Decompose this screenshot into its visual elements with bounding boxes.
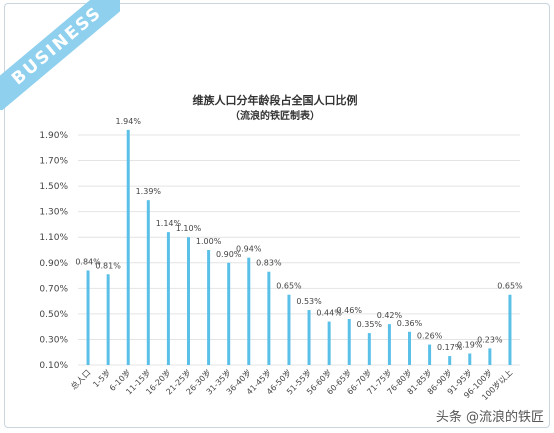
- bar: [508, 294, 512, 365]
- bars: [86, 129, 512, 365]
- data-label: 0.53%: [296, 297, 322, 306]
- bar: [187, 237, 190, 365]
- data-label: 0.23%: [477, 335, 503, 344]
- y-axis: 0.10% 0.30% 0.50% 0.70% 0.90% 1.10% 1.30% 1.50%…: [39, 131, 68, 371]
- bar: [166, 232, 170, 365]
- data-label: 0.81%: [95, 261, 121, 270]
- y-tick-label: 1.90%: [39, 131, 68, 141]
- y-tick-label: 1.70%: [39, 157, 68, 167]
- bar: [448, 356, 452, 365]
- data-label: 0.90%: [216, 250, 242, 259]
- data-label: 1.10%: [176, 224, 202, 233]
- data-label: 0.35%: [357, 320, 383, 329]
- bar: [207, 250, 211, 365]
- bar: [408, 331, 411, 365]
- y-tick-label: 1.50%: [39, 182, 68, 192]
- data-label: 1.39%: [136, 187, 162, 196]
- x-tick-label: 总人口: [68, 367, 92, 391]
- bar: [428, 344, 432, 365]
- data-label: 1.94%: [116, 117, 142, 126]
- y-tick-label: 0.10%: [39, 361, 68, 371]
- y-tick-label: 1.30%: [39, 208, 68, 218]
- data-label: 0.17%: [437, 343, 463, 352]
- bar: [468, 353, 472, 365]
- data-label: 0.26%: [417, 332, 443, 341]
- data-label: 0.94%: [236, 245, 262, 254]
- data-label: 0.42%: [377, 311, 403, 320]
- data-label: 0.46%: [337, 306, 363, 315]
- bar: [227, 262, 231, 365]
- data-label: 0.83%: [256, 259, 282, 268]
- data-labels: 0.84%0.81% 1.94% 1.39% 1.14%1.10% 1.00% 0.90%…: [75, 117, 523, 352]
- data-label: 0.19%: [457, 341, 483, 350]
- y-tick-label: 1.10%: [39, 233, 68, 243]
- data-label: 0.84%: [75, 257, 101, 266]
- bar: [347, 319, 351, 365]
- y-tick-label: 0.50%: [39, 310, 68, 320]
- grid-lines: [78, 134, 520, 366]
- data-label: 0.36%: [397, 319, 423, 328]
- bar: [387, 324, 391, 365]
- data-label: 0.65%: [497, 282, 523, 291]
- bar: [488, 348, 492, 365]
- bar: [287, 294, 291, 365]
- y-tick-label: 0.30%: [39, 335, 68, 345]
- bar: [267, 271, 271, 365]
- data-label: 0.44%: [316, 309, 342, 318]
- x-axis: 总人口1-5岁6-10岁11-15岁16-20岁21-25岁26-30岁31-3…: [68, 367, 514, 402]
- y-tick-label: 0.90%: [39, 259, 68, 269]
- data-label: 0.65%: [276, 282, 302, 291]
- bar: [146, 200, 150, 365]
- bar: [247, 257, 251, 365]
- bar: [327, 321, 331, 365]
- y-tick-label: 0.70%: [39, 284, 68, 294]
- chart-frame: [4, 3, 550, 428]
- chart-title: 维族人口分年龄段占全国人口比例: [193, 93, 358, 107]
- bar: [106, 274, 110, 365]
- data-label: 1.14%: [156, 219, 182, 228]
- bar: [126, 129, 130, 365]
- bar: [367, 333, 371, 365]
- watermark: 头条 @流浪的铁匠: [435, 406, 544, 425]
- bar: [307, 310, 311, 365]
- bar: [86, 270, 90, 365]
- chart-subtitle: （流浪的铁匠制表）: [230, 109, 320, 122]
- data-label: 1.00%: [196, 237, 222, 246]
